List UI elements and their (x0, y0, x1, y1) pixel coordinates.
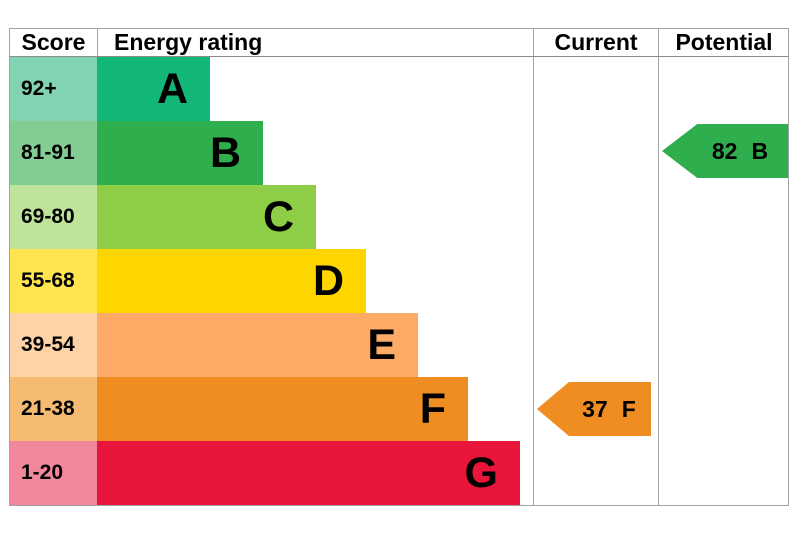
band-bar: C (97, 185, 316, 249)
band-letter: D (312, 256, 344, 305)
potential-band-letter: B (751, 137, 769, 164)
band-score-range: 92+ (10, 57, 97, 121)
band-row-b: 81-91 B (10, 121, 790, 185)
band-row-c: 69-80 C (10, 185, 790, 249)
band-score-range: 1-20 (10, 441, 97, 505)
current-band-letter: F (621, 395, 636, 422)
header-potential: Potential (675, 29, 773, 55)
header-current: Current (554, 29, 638, 55)
band-bar: E (97, 313, 418, 377)
band-row-a: 92+ A (10, 57, 790, 121)
band-letter: F (419, 384, 446, 433)
grid-line-score-separator (97, 28, 98, 57)
band-bar: F (97, 377, 468, 441)
band-bar: A (97, 57, 210, 121)
band-letter: A (156, 64, 188, 113)
band-bar: B (97, 121, 263, 185)
band-bar: G (97, 441, 520, 505)
header-score: Score (21, 29, 86, 55)
band-row-g: 1-20 G (10, 441, 790, 505)
band-score-range: 81-91 (10, 121, 97, 185)
band-letter: E (367, 320, 396, 369)
potential-score-value: 82 (711, 137, 738, 164)
band-score-range: 69-80 (10, 185, 97, 249)
band-rows: 92+ A 81-91 B 69-80 C 55-68 D 39-54 (10, 57, 790, 505)
band-score-range: 55-68 (10, 249, 97, 313)
band-row-d: 55-68 D (10, 249, 790, 313)
band-score-range: 21-38 (10, 377, 97, 441)
header-energy-rating: Energy rating (114, 29, 263, 55)
grid-line-current-separator (533, 28, 534, 506)
band-bar: D (97, 249, 366, 313)
current-score-value: 37 (582, 395, 608, 422)
band-row-e: 39-54 E (10, 313, 790, 377)
band-letter: C (262, 192, 294, 241)
band-score-range: 39-54 (10, 313, 97, 377)
grid-line-potential-separator (658, 28, 659, 506)
band-letter: B (209, 128, 241, 177)
band-letter: G (464, 448, 498, 497)
grid-line-header-bottom (9, 56, 789, 57)
band-row-f: 21-38 F (10, 377, 790, 441)
